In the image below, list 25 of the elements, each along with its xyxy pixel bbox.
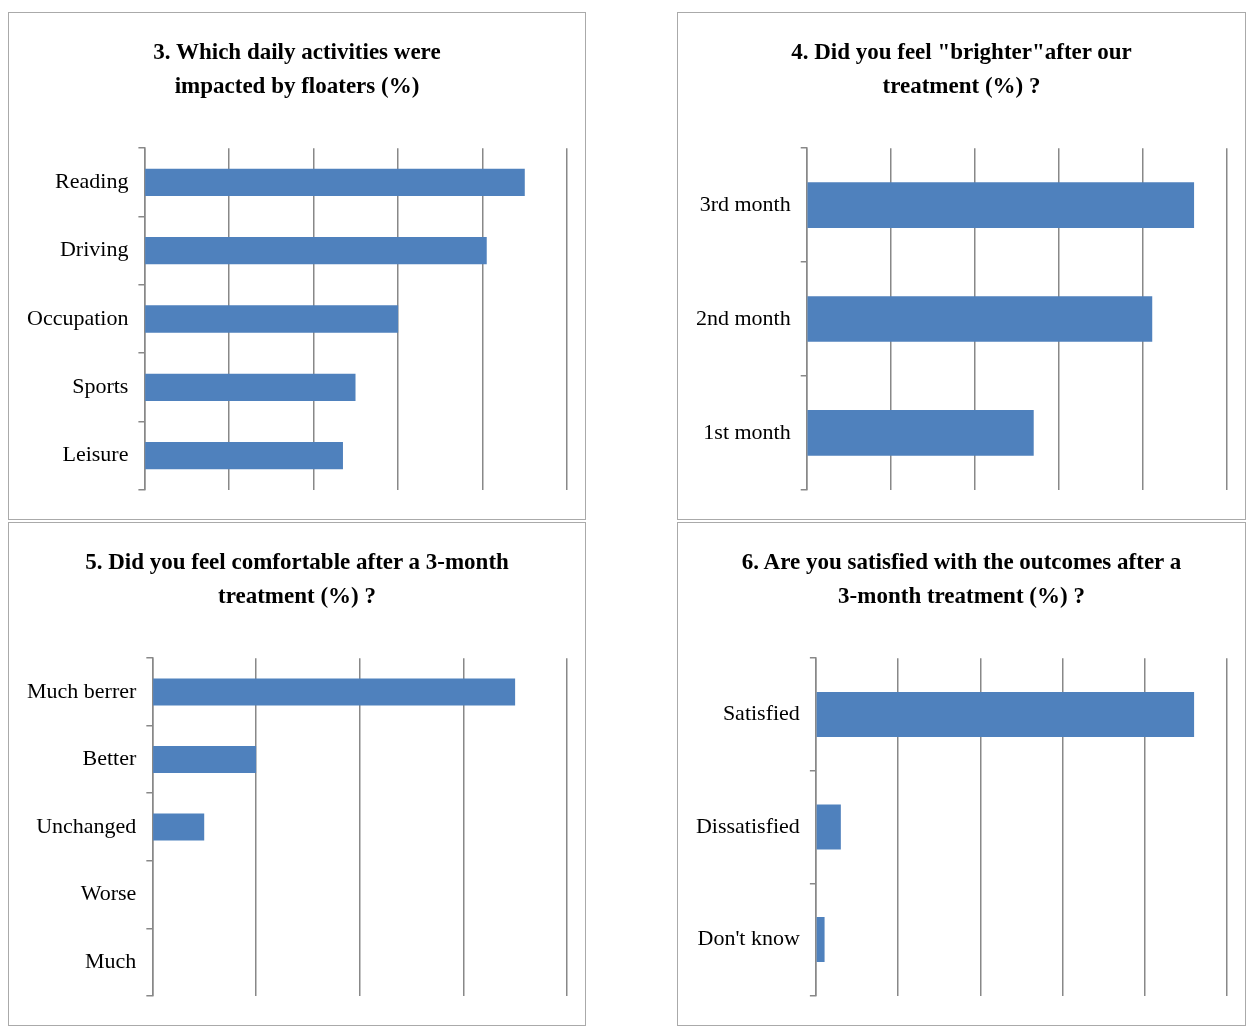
- y-tick-label: Leisure: [62, 441, 129, 467]
- bar: [145, 237, 487, 265]
- y-tick-label: Unchanged: [36, 812, 137, 838]
- chart-title: 5. Did you feel comfortable after a 3-month treatment (%) ?: [84, 548, 510, 610]
- y-tick-label: Much berrer: [26, 677, 137, 703]
- y-tick-label: 3rd month: [699, 190, 791, 216]
- chart-title: 4. Did you feel "brighter"after our treatment (%) ?: [790, 38, 1133, 100]
- y-tick-label: 1st month: [703, 418, 791, 444]
- bar: [145, 305, 399, 333]
- y-tick-label: Driving: [59, 236, 129, 262]
- y-tick-label: 2nd month: [695, 304, 791, 330]
- bar: [145, 168, 525, 197]
- bar: [145, 373, 356, 401]
- y-tick-label: Sports: [72, 373, 129, 399]
- y-tick-label: Better: [82, 745, 137, 771]
- bar: [145, 441, 343, 470]
- y-tick-label: Dissatisfied: [695, 812, 800, 838]
- y-tick-label: Don't know: [697, 925, 800, 951]
- y-tick-label: Occupation: [27, 304, 129, 330]
- chart-title: 6. Are you satisfied with the outcomes after a 3-month treatment (%) ?: [740, 548, 1183, 610]
- y-tick-label: Much: [85, 947, 137, 973]
- y-tick-label: Reading: [55, 168, 129, 194]
- chart-title: 3. Which daily activities were impacted by floaters (%): [152, 38, 442, 100]
- y-tick-label: Worse: [80, 880, 137, 906]
- y-tick-label: Satisfied: [722, 700, 800, 726]
